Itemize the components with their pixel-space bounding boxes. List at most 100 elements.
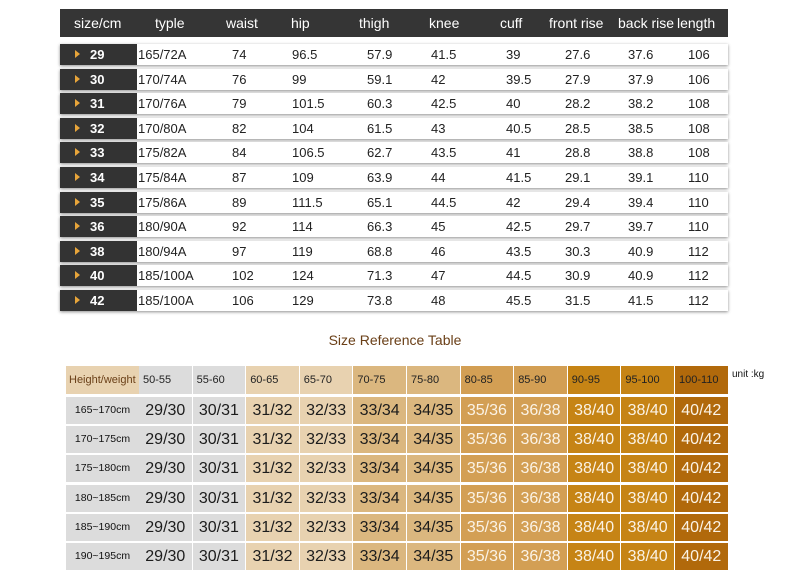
waist-cell: 92 [232,219,247,235]
hip-cell: 111.5 [292,194,323,210]
weight-header: 100-110 [675,366,728,394]
back-rise-cell: 38.8 [628,145,654,161]
size-value-cell: 38/40 [567,397,621,424]
type-cell: 170/76A [138,96,187,112]
size-value-cell: 35/36 [460,397,514,424]
front-rise-cell: 27.9 [565,71,591,87]
weight-range-label: 65-70 [303,374,332,386]
size-cell: 31 [60,93,137,115]
size-cell: 40 [60,265,137,287]
knee-cell: 44 [431,169,446,185]
size-value: 30 [90,71,105,87]
size-chart-header: size/cm typle waist hip thigh knee cuff … [60,9,728,37]
height-weight-table: Height/weight 50-55 55-60 60-65 65-70 70-75 75… [66,366,729,574]
hip-cell: 99 [292,71,307,87]
thigh-cell: 71.3 [367,268,393,284]
arrow-right-icon [75,99,80,108]
table-row: 29 165/72A 74 96.5 57.9 41.5 39 27.6 37.6 106 [60,44,728,65]
size-value-cell: 38/40 [567,513,621,541]
height-label: 180~185cm [66,484,139,512]
size-cell: 32 [60,117,137,139]
size-value-cell: 35/36 [460,543,514,570]
size-value-cell: 36/38 [514,426,567,454]
size-cell: 42 [60,289,137,311]
size-value-cell: 38/40 [621,513,674,541]
size-value-cell: 38/40 [567,484,621,512]
thigh-cell: 59.1 [367,71,393,87]
size-value-cell: 30/31 [192,455,246,483]
size-value-cell: 40/42 [675,484,728,512]
front-rise-cell: 27.6 [565,47,591,62]
weight-range-label: 60-65 [250,374,279,386]
knee-cell: 43.5 [431,145,457,161]
size-value: 42 [90,292,105,308]
size-value-cell: 36/38 [514,484,567,512]
knee-cell: 43 [431,120,446,136]
type-cell: 175/82A [138,145,187,161]
size-value-cell: 31/32 [246,426,299,454]
length-cell: 112 [688,243,709,259]
type-cell: 175/86A [138,194,187,210]
size-value: 40 [90,268,105,284]
cuff-cell: 41.5 [506,169,532,185]
size-value-cell: 36/38 [514,513,567,541]
size-value-cell: 38/40 [621,543,674,570]
cuff-cell: 40.5 [506,120,532,136]
cuff-cell: 40 [506,96,521,112]
header-knee: knee [429,15,460,31]
size-value-cell: 30/31 [192,426,246,454]
weight-range-label: 50-55 [143,374,172,386]
front-rise-cell: 31.5 [565,292,591,308]
front-rise-cell: 28.5 [565,120,591,136]
unit-label: unit :kg [732,369,765,380]
length-cell: 110 [688,194,709,210]
header-back-rise: back rise [618,15,675,31]
header-waist: waist [226,15,258,31]
size-value-cell: 31/32 [246,543,299,570]
weight-header: 60-65 [246,366,299,394]
weight-range-label: 95-100 [625,374,660,386]
knee-cell: 42.5 [431,96,457,112]
back-rise-cell: 37.6 [628,47,654,62]
type-cell: 185/100A [138,292,194,308]
thigh-cell: 66.3 [367,219,393,235]
size-value: 35 [90,194,105,210]
size-value-cell: 36/38 [514,455,567,483]
front-rise-cell: 29.7 [565,219,591,235]
waist-cell: 87 [232,169,247,185]
corner-label-cell: Height/weight [66,366,139,394]
size-value-cell: 35/36 [460,426,514,454]
size-value-cell: 36/38 [514,543,567,570]
knee-cell: 46 [431,243,446,259]
thigh-cell: 63.9 [367,169,393,185]
knee-cell: 44.5 [431,194,457,210]
arrow-right-icon [75,148,80,157]
table-row: 35 175/86A 89 111.5 65.1 44.5 42 29.4 39.4 110 [60,191,728,213]
weight-range-label: 80-85 [464,374,493,386]
thigh-cell: 57.9 [367,47,393,62]
back-rise-cell: 38.2 [628,96,654,112]
knee-cell: 48 [431,292,446,308]
size-cell: 35 [60,191,137,213]
size-value-cell: 40/42 [675,513,728,541]
table-row: 32 170/80A 82 104 61.5 43 40.5 28.5 38.5 108 [60,117,728,139]
size-value-cell: 38/40 [567,543,621,570]
size-reference-title: Size Reference Table [328,332,462,348]
size-value-cell: 38/40 [621,484,674,512]
length-cell: 110 [688,169,709,185]
size-value-cell: 40/42 [675,397,728,424]
size-value-cell: 29/30 [139,455,192,483]
weight-range-label: 85-90 [518,374,547,386]
waist-cell: 76 [232,71,247,87]
front-rise-cell: 28.2 [565,96,591,112]
size-value-cell: 34/35 [407,455,460,483]
height-label: 170~175cm [66,426,139,454]
type-cell: 180/94A [138,243,187,259]
size-value-cell: 29/30 [139,397,192,424]
cuff-cell: 45.5 [506,292,532,308]
waist-cell: 89 [232,194,247,210]
back-rise-cell: 40.9 [628,243,654,259]
size-value-cell: 40/42 [675,543,728,570]
table-row: 42 185/100A 106 129 73.8 48 45.5 31.5 41.5 112 [60,289,728,311]
header-front-rise: front rise [549,15,604,31]
